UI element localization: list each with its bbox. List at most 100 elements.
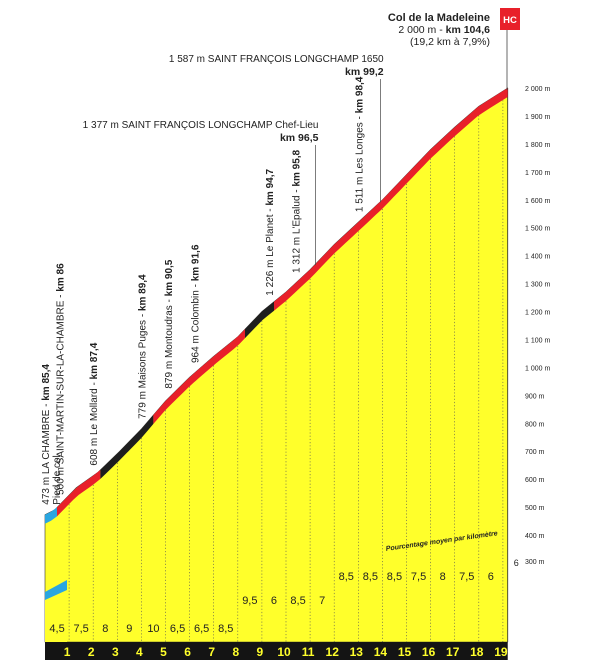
waypoint: 779 m Maisons Puges - km 89,4: [137, 274, 148, 419]
x-tick-label: 1: [64, 645, 71, 659]
summit-block: Col de la Madeleine 2 000 m - km 104,6 (…: [388, 8, 520, 90]
x-tick-label: 7: [208, 645, 215, 659]
x-tick-label: 3: [112, 645, 119, 659]
waypoint-place: 964 m Colombin -: [190, 281, 201, 363]
x-tick-label: 4: [136, 645, 143, 659]
km-percentage: 6,5: [194, 623, 209, 635]
summit-altitude: 2 000 m -: [398, 24, 445, 36]
waypoint-text: 1 511 m Les Longes - km 98,4: [354, 76, 365, 212]
km-percentage: 8,5: [339, 571, 354, 583]
km-percentage: 6: [271, 595, 277, 607]
km-percentage: 6,5: [170, 623, 185, 635]
km-percentage: 8,5: [387, 571, 402, 583]
waypoint: 964 m Colombin - km 91,6: [190, 244, 201, 363]
y-tick-label: 1 100 m: [525, 337, 550, 344]
waypoint-km: km 94,7: [265, 169, 276, 206]
x-tick-label: 16: [422, 645, 436, 659]
x-tick-label: 15: [398, 645, 412, 659]
waypoint-horizontal-km: km 96,5: [280, 132, 319, 144]
waypoint-km: km 91,6: [190, 244, 201, 281]
km-grid: [68, 97, 504, 645]
waypoint-place: 779 m Maisons Puges -: [137, 311, 148, 419]
waypoint-text: 1 312 m L'Epalud - km 95,8: [292, 149, 303, 273]
km-percentage: 8: [440, 571, 446, 583]
waypoint-place: 879 m Montoudras -: [164, 296, 175, 388]
waypoint-place: 473 m LA CHAMBRE -: [41, 401, 52, 505]
waypoint-text: 1 226 m Le Planet - km 94,7: [265, 169, 276, 296]
km-percentage: 10: [147, 623, 159, 635]
y-tick-label: 1 700 m: [525, 170, 550, 177]
y-tick-label: 1 400 m: [525, 254, 550, 261]
grade-segment-red: [153, 329, 245, 424]
y-tick-label: 800 m: [525, 421, 545, 428]
y-tick-label: 900 m: [525, 393, 545, 400]
waypoint-place: 608 m Le Mollard -: [89, 379, 100, 465]
x-tick-label: 12: [326, 645, 340, 659]
x-tick-label: 9: [257, 645, 264, 659]
y-tick-label: 500 m: [525, 505, 545, 512]
grade-segment-red: [274, 88, 508, 311]
waypoint-text: 473 m LA CHAMBRE - km 85,4: [41, 364, 52, 505]
altitude-axis: 300 m 400 m 500 m 600 m 700 m 800 m 900 m 1 000…: [525, 86, 550, 566]
y-tick-label: 1 300 m: [525, 282, 550, 289]
summit-name: Col de la Madeleine: [388, 12, 490, 24]
profile-fills: [44, 87, 509, 643]
final-km-fraction: 6: [514, 558, 519, 568]
x-tick-label: 2: [88, 645, 95, 659]
y-tick-label: 400 m: [525, 533, 545, 540]
waypoint-km: km 87,4: [89, 342, 100, 379]
y-tick-label: 2 000 m: [525, 86, 550, 93]
x-tick-label: 5: [160, 645, 167, 659]
km-percentage: 8,5: [363, 571, 378, 583]
hc-badge-label: HC: [503, 15, 517, 26]
x-tick-label: 8: [232, 645, 239, 659]
y-tick-label: 1 200 m: [525, 310, 550, 317]
km-percentage: 8,5: [290, 595, 305, 607]
x-tick-label: 6: [184, 645, 191, 659]
y-tick-label: 1 900 m: [525, 114, 550, 121]
waypoint-text: 779 m Maisons Puges - km 89,4: [137, 274, 148, 419]
summit-climb-stats: (19,2 km à 7,9%): [410, 36, 490, 48]
y-tick-label: 600 m: [525, 477, 545, 484]
x-tick-label: 11: [302, 645, 315, 659]
y-tick-label: 700 m: [525, 449, 545, 456]
x-tick-label: 17: [446, 645, 460, 659]
waypoint-km: km 89,4: [137, 274, 148, 311]
waypoint-place: 500 m SAINT-MARTIN-SUR-LA-CHAMBRE -: [56, 292, 67, 495]
waypoint-subtext: Pied de col: [52, 455, 63, 504]
grade-segment-black: [245, 301, 274, 339]
summit-altitude-km: 2 000 m - km 104,6: [398, 24, 490, 36]
km-percentage: 9,5: [242, 595, 257, 607]
km-percentage: 4,5: [49, 623, 64, 635]
grade-segment-blue: [45, 580, 67, 600]
grade-segment-blue: [45, 507, 57, 524]
grade-segment-black: [100, 414, 154, 479]
km-percentage: 8: [102, 623, 108, 635]
x-tick-label: 18: [470, 645, 484, 659]
x-tick-label: 10: [277, 645, 291, 659]
x-tick-label: 13: [350, 645, 364, 659]
y-tick-label: 1 800 m: [525, 142, 550, 149]
waypoint: 608 m Le Mollard - km 87,4: [89, 342, 100, 465]
x-tick-label: 14: [374, 645, 388, 659]
waypoint: 1 511 m Les Longes - km 98,4: [354, 76, 365, 212]
waypoint-horizontal-text: 1 587 m SAINT FRANÇOIS LONGCHAMP 1650: [169, 54, 384, 65]
axis-band: [45, 642, 508, 660]
y-tick-label: 1 600 m: [525, 198, 550, 205]
waypoint-text: 500 m SAINT-MARTIN-SUR-LA-CHAMBRE - km 8…: [56, 263, 67, 495]
waypoint-text: 879 m Montoudras - km 90,5: [164, 259, 175, 388]
km-axis-band: 1 2 3 4 5 6 7 8 9 10 11 12 13 14 15 16 17 18 196: [45, 558, 519, 660]
waypoint: 879 m Montoudras - km 90,5: [164, 259, 175, 388]
y-tick-label: 1 500 m: [525, 226, 550, 233]
x-tick-label: 19: [494, 645, 508, 659]
waypoint-km: km 95,8: [292, 149, 303, 186]
waypoint-place: 1 312 m L'Epalud -: [292, 187, 303, 273]
km-percentage: 7,5: [411, 571, 426, 583]
km-percentage: 7,5: [459, 571, 474, 583]
waypoint: 500 m SAINT-MARTIN-SUR-LA-CHAMBRE - km 8…: [56, 263, 67, 495]
waypoint: 1 226 m Le Planet - km 94,7: [265, 169, 276, 296]
waypoint: 1 312 m L'Epalud - km 95,8: [292, 149, 303, 273]
